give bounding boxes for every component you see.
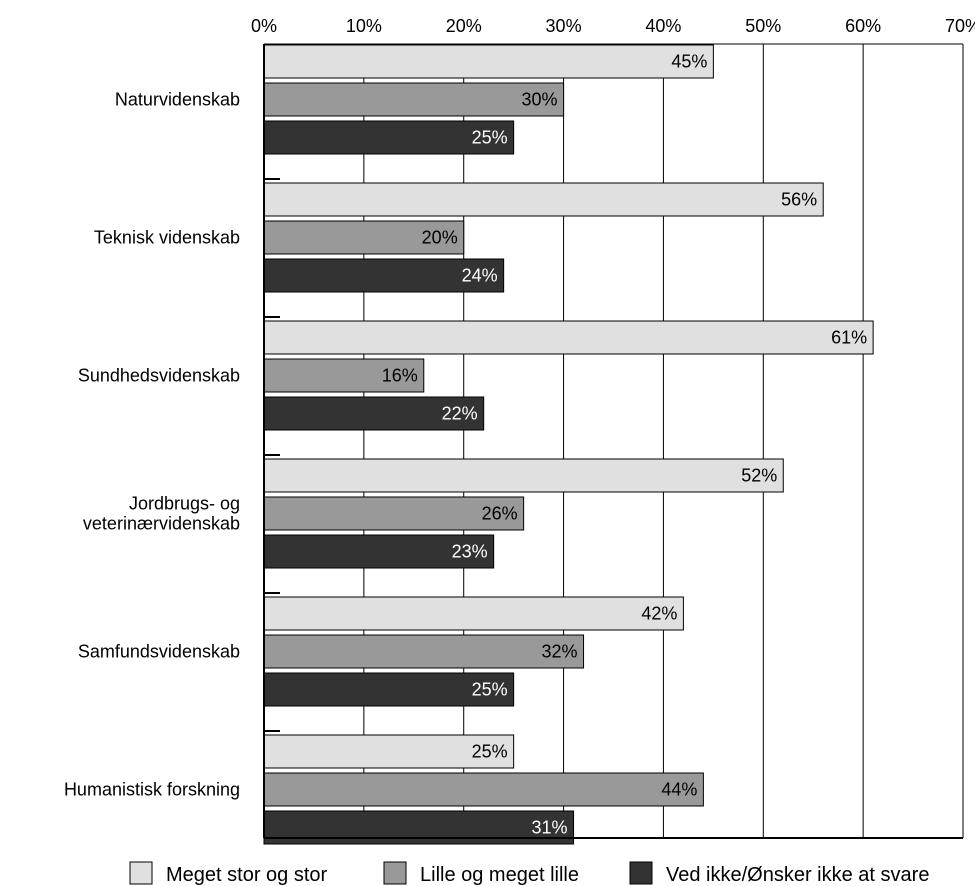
bar (263, 82, 565, 117)
data-label: 42% (641, 604, 677, 624)
bar (263, 534, 495, 569)
category-labels: Naturvidenskab Teknisk videnskab Sundhedsv… (64, 90, 240, 800)
data-label: 52% (741, 466, 777, 486)
data-label: 32% (542, 642, 578, 662)
grid-lines (363, 44, 964, 838)
bars: 45% 30% 25% 56% 20%24% 61% 16% 22% 52% 26% 23% 42% 3… (263, 44, 874, 845)
legend-label: Meget stor og stor (166, 864, 328, 886)
data-label: 25% (472, 680, 508, 700)
data-label: 30% (522, 90, 558, 110)
category-label: Jordbrugs- og veterinærvidenskab (83, 494, 240, 534)
data-label: 31% (532, 818, 568, 838)
data-label: 22% (442, 404, 478, 424)
x-tick-label: 30% (546, 16, 582, 36)
bar (263, 810, 575, 845)
bar (263, 258, 505, 293)
x-tick-label: 60% (845, 16, 881, 36)
legend-swatch (629, 861, 653, 885)
axes (263, 43, 963, 839)
data-label: 56% (781, 190, 817, 210)
data-label: 45% (671, 52, 707, 72)
legend-label: Ved ikke/Ønsker ikke at svare (666, 864, 929, 886)
x-tick-label: 40% (645, 16, 681, 36)
bar (263, 596, 684, 631)
data-label: 16% (382, 366, 418, 386)
legend-swatch (129, 861, 153, 885)
bar (263, 182, 824, 217)
data-label: 24% (462, 266, 498, 286)
data-label: 25% (472, 742, 508, 762)
bar (263, 458, 784, 493)
bar (263, 634, 585, 669)
data-label: 20% (422, 228, 458, 248)
bar (263, 496, 525, 531)
bar (263, 772, 704, 807)
data-label: 25% (472, 128, 508, 148)
legend-item: Meget stor og stor (129, 861, 328, 886)
legend-swatch (383, 861, 407, 885)
data-label: 61% (831, 328, 867, 348)
category-label: Naturvidenskab (115, 90, 240, 110)
data-label: 23% (452, 542, 488, 562)
bar (263, 672, 515, 707)
bar (263, 220, 465, 255)
legend-item: Lille og meget lille (383, 861, 579, 886)
x-tick-label: 0% (251, 16, 277, 36)
bar (263, 44, 714, 79)
x-tick-label: 20% (446, 16, 482, 36)
legend-label: Lille og meget lille (420, 864, 579, 886)
x-tick-labels: 0% 10% 20% 30% 40% 50% 60% 70% (251, 16, 975, 36)
x-tick-label: 50% (745, 16, 781, 36)
x-tick-label: 10% (346, 16, 382, 36)
x-tick-label: 70% (945, 16, 975, 36)
category-label: Samfundsvidenskab (78, 642, 240, 662)
data-label: 26% (482, 504, 518, 524)
data-label: 44% (661, 780, 697, 800)
legend-item: Ved ikke/Ønsker ikke at svare (629, 861, 929, 886)
category-label: Teknisk videnskab (94, 228, 240, 248)
legend: Meget stor og stor Lille og meget lille Ve… (129, 861, 929, 886)
category-label: Sundhedsvidenskab (78, 366, 240, 386)
bar (263, 320, 874, 355)
bar (263, 396, 485, 431)
category-label: Humanistisk forskning (64, 780, 240, 800)
